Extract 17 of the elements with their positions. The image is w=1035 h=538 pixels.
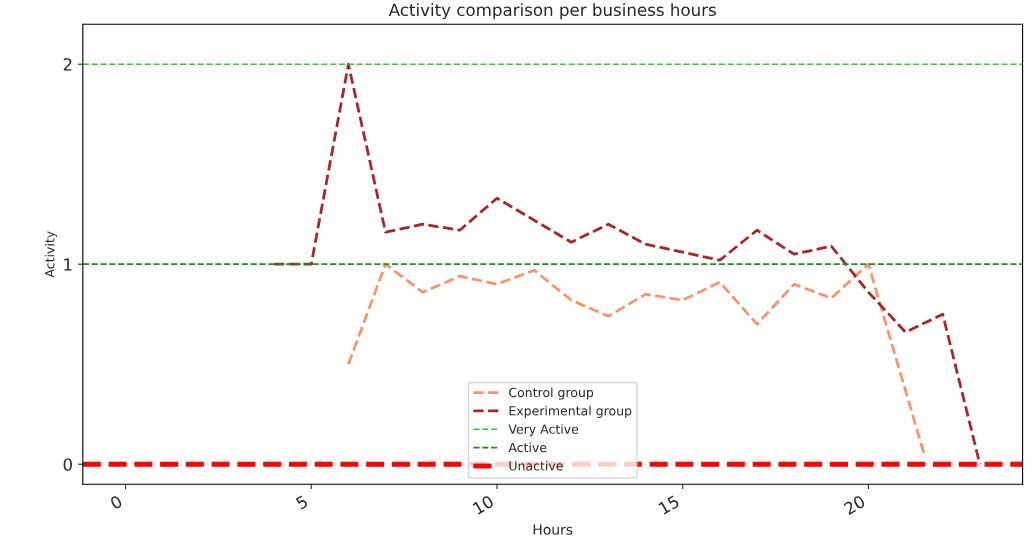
line-series	[347, 262, 926, 456]
ref-line-label: Unactive	[509, 460, 563, 471]
legend-label: Control group	[509, 387, 594, 400]
y-tick-label: 1	[64, 258, 72, 271]
chart-title: Activity comparison per business hours	[388, 3, 716, 20]
x-tick-label: 15	[658, 495, 680, 515]
y-tick-label: 0	[63, 458, 72, 471]
legend-label: Very Active	[508, 424, 579, 437]
x-tick-label: 0	[109, 494, 123, 510]
x-axis-title: Hours	[533, 524, 573, 535]
x-tick-label: 5	[295, 495, 309, 510]
legend-label: Experimental group	[509, 405, 632, 418]
y-tick-label: 2	[63, 58, 72, 71]
x-tick-label: 10	[472, 494, 495, 515]
legend-label: Active	[508, 442, 547, 453]
x-tick-label: 20	[843, 494, 866, 516]
y-axis-title: Activity	[44, 231, 57, 278]
